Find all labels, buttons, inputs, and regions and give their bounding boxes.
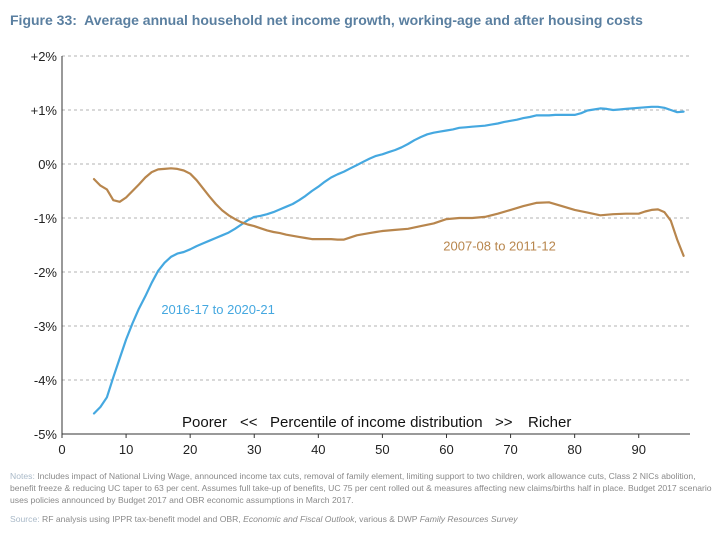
y-tick-label: 0% bbox=[38, 157, 57, 172]
y-tick-label: +1% bbox=[31, 103, 58, 118]
y-tick-label: -4% bbox=[34, 373, 58, 388]
axis-richer-label: Richer bbox=[528, 414, 571, 431]
x-tick-label: 20 bbox=[183, 442, 197, 457]
series-annotation-1: 2016-17 to 2020-21 bbox=[161, 302, 274, 317]
axis-middle-label: Percentile of income distribution bbox=[270, 414, 483, 431]
x-tick-label: 60 bbox=[439, 442, 453, 457]
y-tick-label: -5% bbox=[34, 427, 58, 442]
x-tick-label: 10 bbox=[119, 442, 133, 457]
source: Source: RF analysis using IPPR tax-benef… bbox=[10, 514, 715, 524]
notes-label: Notes: bbox=[10, 471, 35, 481]
notes-text: Includes impact of National Living Wage,… bbox=[10, 471, 712, 505]
source-text-b: , various & DWP bbox=[354, 514, 418, 524]
x-tick-label: 90 bbox=[632, 442, 646, 457]
line-chart: +2% +1% 0% -1% -2% -3% -4% -5%0 10 20 30 40 50 60 70 80… bbox=[31, 49, 690, 457]
y-tick-label: -3% bbox=[34, 319, 58, 334]
series-annotation-2: 2007-08 to 2011-12 bbox=[443, 238, 556, 253]
source-text-a: RF analysis using IPPR tax-benefit model… bbox=[42, 514, 241, 524]
axis-poorer-label: Poorer bbox=[182, 414, 227, 431]
x-tick-label: 50 bbox=[375, 442, 389, 457]
y-tick-label: -2% bbox=[34, 265, 58, 280]
x-tick-label: 30 bbox=[247, 442, 261, 457]
source-label: Source: bbox=[10, 514, 40, 524]
figure-label: Figure 33: bbox=[10, 12, 77, 28]
y-tick-label: -1% bbox=[34, 211, 58, 226]
figure-title: Figure 33: Average annual household net … bbox=[10, 12, 643, 28]
notes: Notes: Includes impact of National Livin… bbox=[10, 470, 715, 506]
source-title-1: Economic and Fiscal Outlook bbox=[243, 514, 355, 524]
y-tick-label: +2% bbox=[31, 49, 58, 64]
axis-right-arrows: >> bbox=[495, 414, 513, 431]
x-tick-label: 0 bbox=[58, 442, 65, 457]
figure-title-text: Average annual household net income grow… bbox=[84, 12, 643, 28]
axis-left-arrows: << bbox=[240, 414, 258, 431]
source-title-2: Family Resources Survey bbox=[419, 514, 518, 524]
series-line-2 bbox=[92, 167, 685, 257]
x-tick-label: 80 bbox=[567, 442, 581, 457]
series-line-1 bbox=[92, 105, 685, 415]
x-tick-label: 40 bbox=[311, 442, 325, 457]
x-tick-label: 70 bbox=[503, 442, 517, 457]
